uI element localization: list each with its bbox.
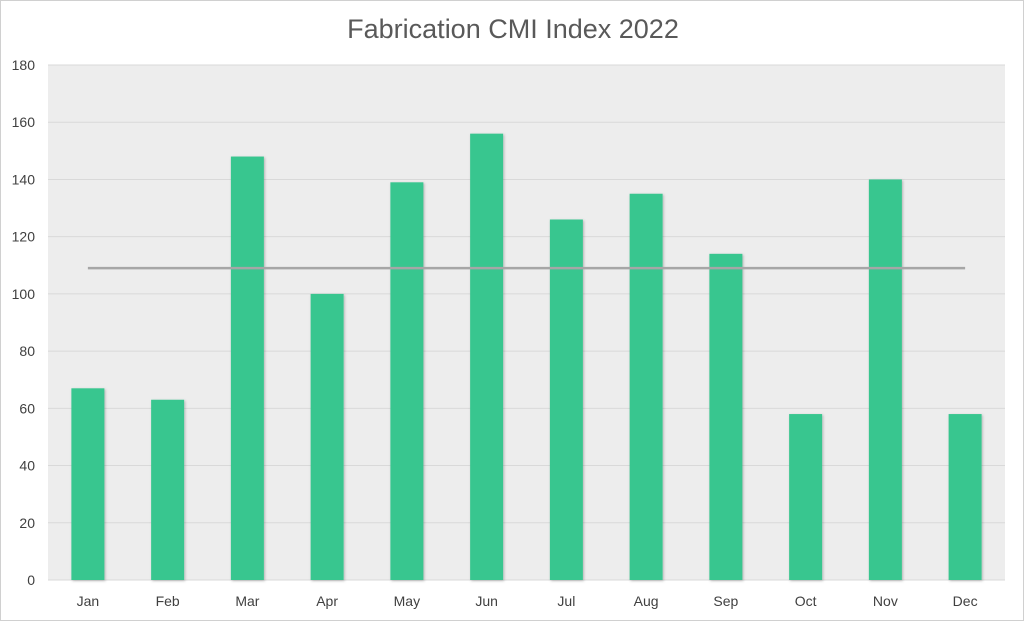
y-tick-label: 80 xyxy=(19,343,35,359)
x-tick-label-jan: Jan xyxy=(77,593,100,609)
bar-oct xyxy=(789,414,823,580)
bar-dec xyxy=(948,414,982,580)
bar-apr xyxy=(310,293,344,580)
y-tick-label: 120 xyxy=(12,229,36,245)
y-axis-tick-labels: 0 20 40 60 80 100 120 140 160 180 xyxy=(12,57,36,588)
bar-nov xyxy=(868,179,902,580)
x-axis-tick-labels: Jan Feb Mar Apr May Jun Jul Aug Sep Oct Nov Dec xyxy=(77,593,978,609)
y-tick-label: 40 xyxy=(19,458,35,474)
x-tick-label-may: May xyxy=(394,593,420,609)
bars xyxy=(71,133,982,581)
x-tick-label-feb: Feb xyxy=(156,593,180,609)
y-tick-label: 160 xyxy=(12,114,36,130)
y-tick-label: 20 xyxy=(19,515,35,531)
x-tick-label-sep: Sep xyxy=(713,593,738,609)
y-tick-label: 100 xyxy=(12,286,36,302)
bar-feb xyxy=(151,399,185,580)
chart-title: Fabrication CMI Index 2022 xyxy=(347,14,679,44)
x-tick-label-oct: Oct xyxy=(795,593,817,609)
gridlines xyxy=(48,64,1005,581)
y-tick-label: 60 xyxy=(19,400,35,416)
x-tick-label-aug: Aug xyxy=(634,593,659,609)
bar-jan xyxy=(71,388,105,580)
plot-area xyxy=(48,65,1005,580)
x-tick-label-nov: Nov xyxy=(873,593,898,609)
bar-may xyxy=(390,182,424,581)
x-tick-label-dec: Dec xyxy=(953,593,978,609)
bar-jul xyxy=(549,219,583,580)
bar-aug xyxy=(629,193,663,580)
y-tick-label: 180 xyxy=(12,57,36,73)
bar-sep xyxy=(709,253,743,581)
x-tick-label-mar: Mar xyxy=(235,593,259,609)
x-tick-label-jun: Jun xyxy=(475,593,498,609)
y-tick-label: 0 xyxy=(27,572,35,588)
x-tick-label-jul: Jul xyxy=(557,593,575,609)
x-tick-label-apr: Apr xyxy=(316,593,338,609)
y-tick-label: 140 xyxy=(12,171,36,187)
bar-mar xyxy=(230,156,264,581)
bar-jun xyxy=(470,133,504,580)
